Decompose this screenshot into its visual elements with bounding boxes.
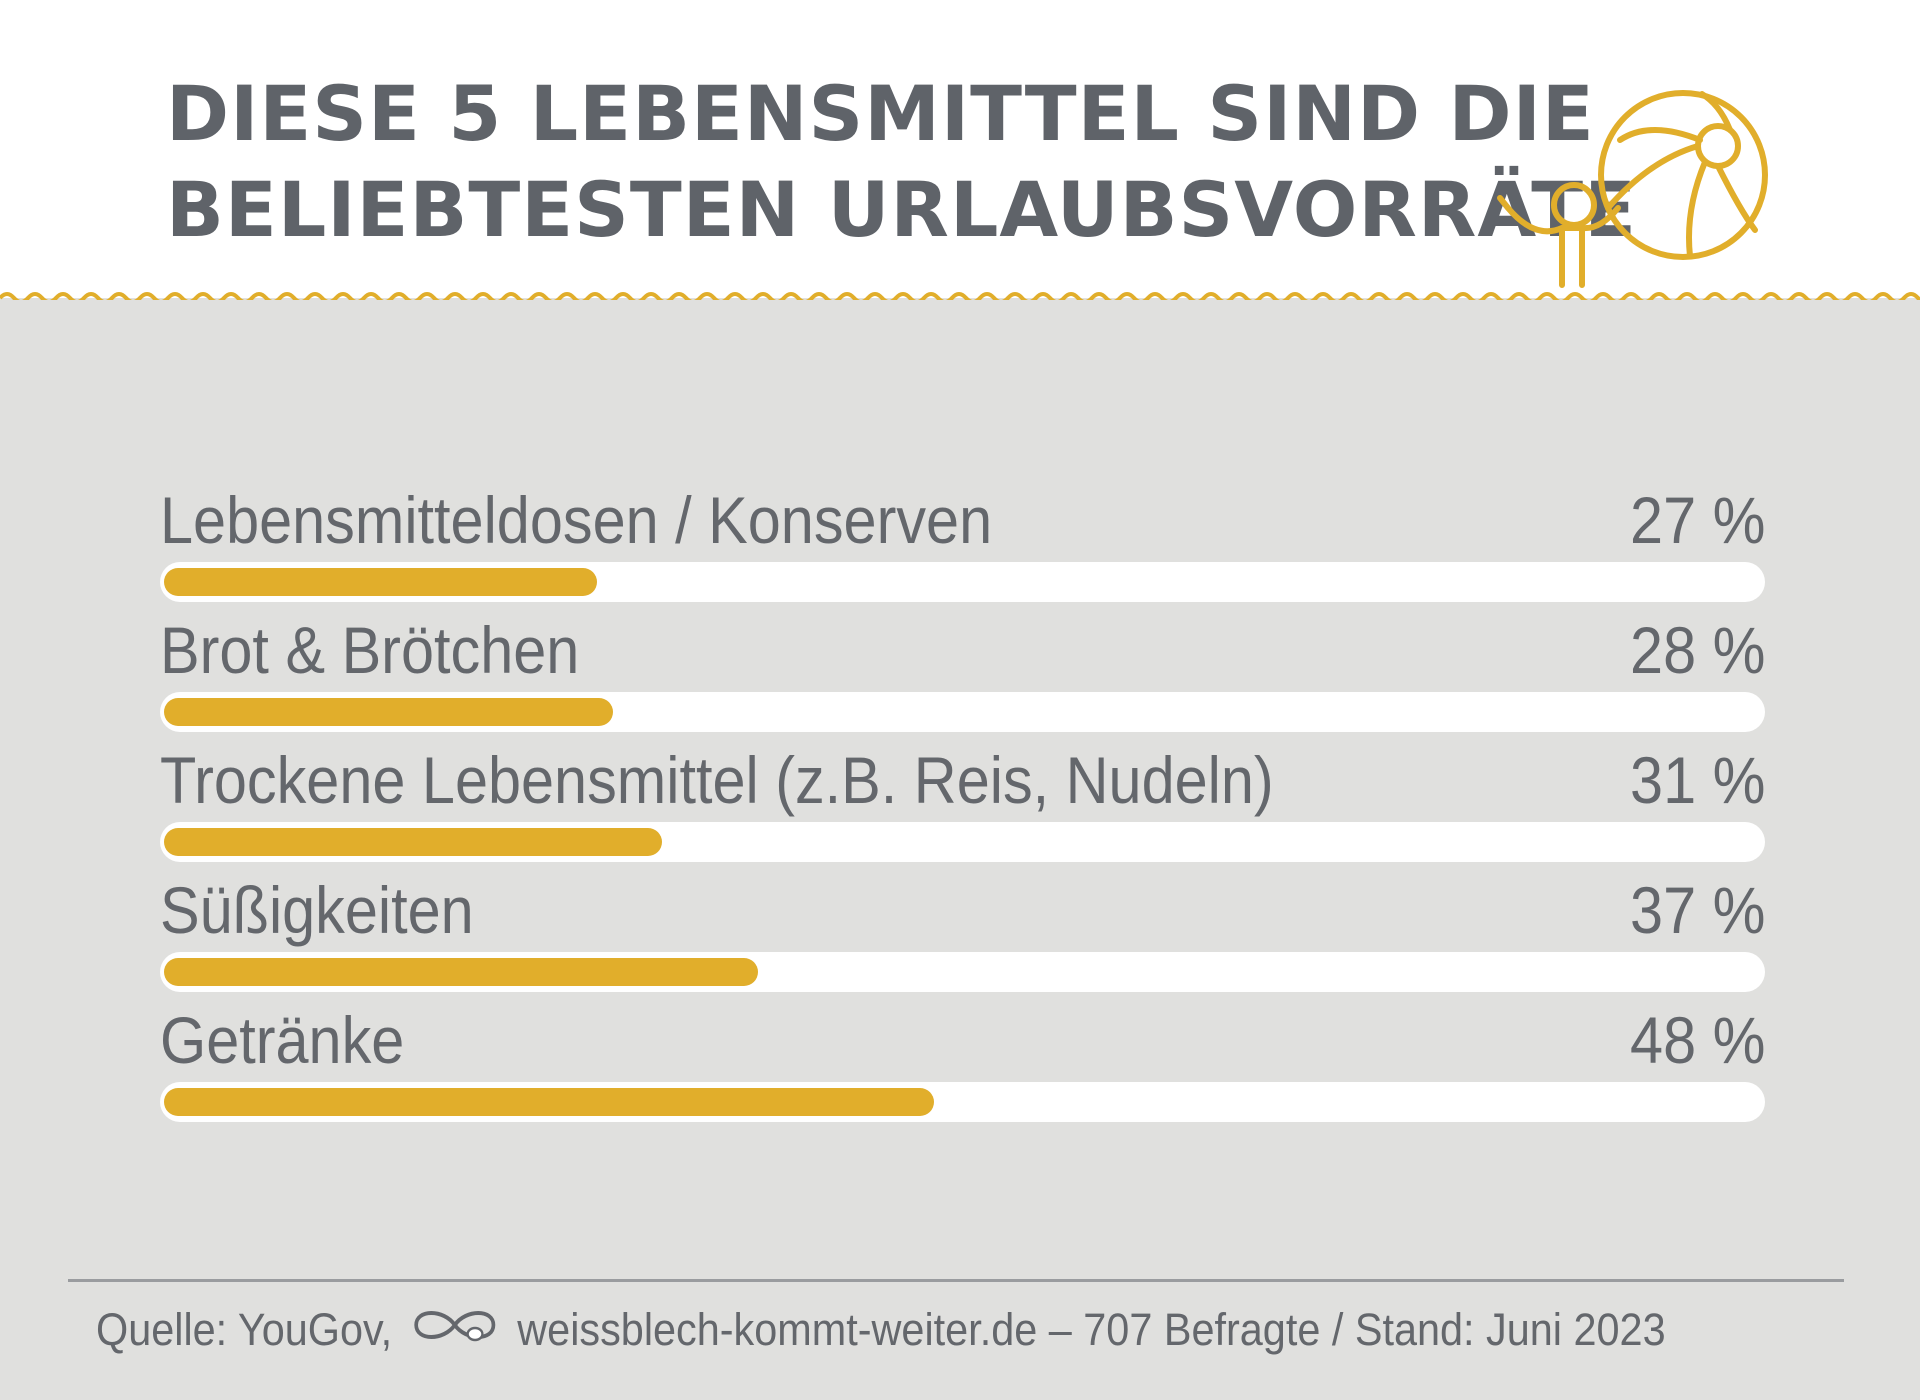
bar	[164, 698, 613, 726]
bar-label: Lebensmitteldosen / Konserven	[160, 483, 993, 557]
bar-value-label: 31 %	[1629, 743, 1765, 817]
bar-track	[160, 562, 1765, 602]
source-prefix: Quelle: YouGov,	[96, 1304, 393, 1355]
source-suffix: weissblech-kommt-weiter.de – 707 Befragt…	[517, 1304, 1666, 1355]
bar-track	[160, 692, 1765, 732]
bar-row: Brot & Brötchen 28 %	[160, 610, 1765, 732]
footer-divider	[68, 1279, 1844, 1282]
bar-value-label: 28 %	[1629, 613, 1765, 687]
bar-track	[160, 822, 1765, 862]
bar-value-label: 37 %	[1629, 873, 1765, 947]
header: DIESE 5 LEBENSMITTEL SIND DIE BELIEBTEST…	[0, 0, 1920, 320]
chart-title: DIESE 5 LEBENSMITTEL SIND DIE BELIEBTEST…	[166, 69, 1638, 254]
bar-label: Getränke	[160, 1003, 405, 1077]
bar-track	[160, 1082, 1765, 1122]
bar-label: Brot & Brötchen	[160, 613, 580, 687]
source-footer: Quelle: YouGov, weissblech-kommt-weiter.…	[96, 1300, 1666, 1360]
bar-value-label: 48 %	[1629, 1003, 1765, 1077]
bar-label: Süßigkeiten	[160, 873, 474, 947]
bar-row: Trockene Lebensmittel (z.B. Reis, Nudeln…	[160, 740, 1765, 862]
bar-value-label: 27 %	[1629, 483, 1765, 557]
infinity-can-logo-icon	[409, 1301, 501, 1360]
bar-track	[160, 952, 1765, 992]
person-with-beach-ball-icon	[1497, 90, 1768, 288]
bar-row: Lebensmitteldosen / Konserven 27 %	[160, 480, 1765, 602]
bar-row: Getränke 48 %	[160, 1000, 1765, 1122]
bar	[164, 1088, 934, 1116]
bar	[164, 568, 597, 596]
bar-row: Süßigkeiten 37 %	[160, 870, 1765, 992]
bar	[164, 958, 758, 986]
bar	[164, 828, 662, 856]
bar-label: Trockene Lebensmittel (z.B. Reis, Nudeln…	[160, 743, 1274, 817]
